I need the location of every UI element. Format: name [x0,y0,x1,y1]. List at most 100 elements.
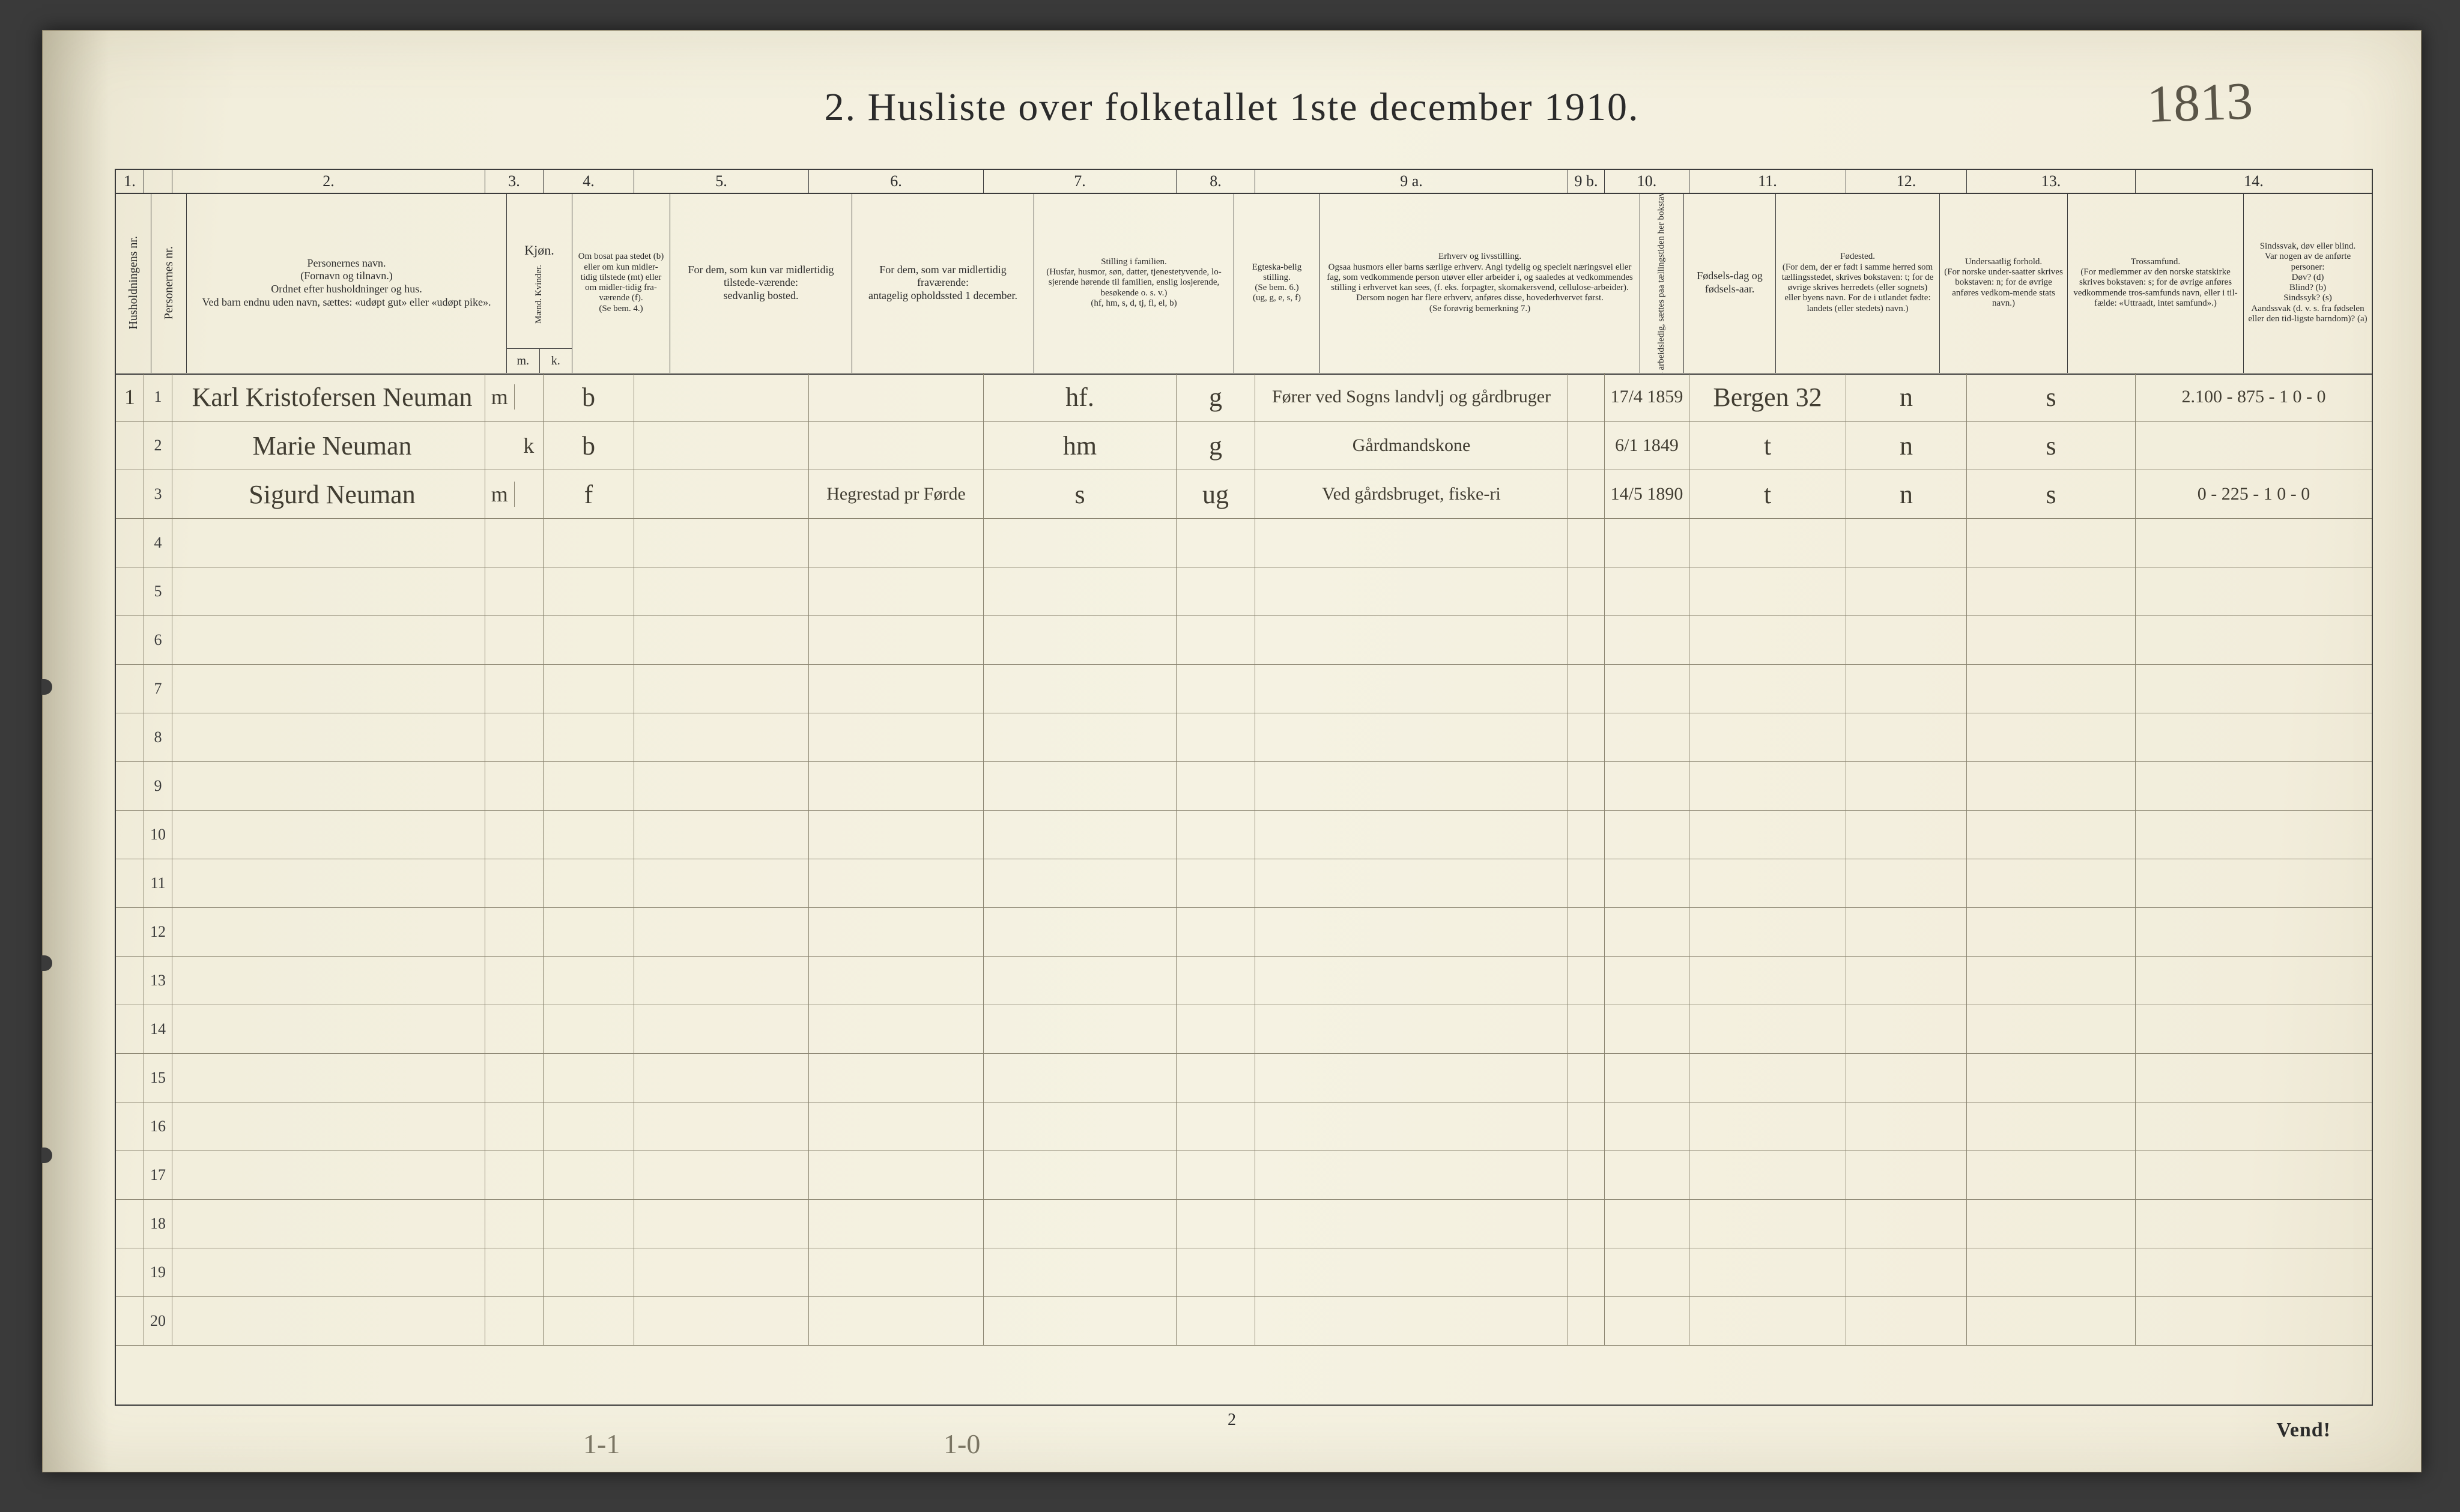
handwritten-annotation: 1813 [2146,71,2253,135]
cell: 15 [144,1054,172,1102]
cell [1605,1102,1689,1151]
cell [172,1200,485,1248]
cell [1177,811,1255,859]
cell [984,1297,1177,1345]
col-header-birthplace: Fødested. (For dem, der er født i samme … [1776,193,1940,373]
cell [116,859,144,907]
cell [1967,859,2136,907]
cell [2136,1248,2372,1296]
colnum: 12. [1846,170,1967,193]
cell [1177,1151,1255,1199]
cell [2136,567,2372,615]
cell [984,713,1177,761]
cell [1605,762,1689,810]
cell: 19 [144,1248,172,1296]
cell [984,1248,1177,1296]
cell [485,1005,544,1053]
cell [1605,1151,1689,1199]
cell [1846,1151,1967,1199]
cell [544,957,634,1005]
cell [1689,762,1846,810]
cell [1177,1200,1255,1248]
cell [116,762,144,810]
col-header-person-no: Personernes nr. [151,193,187,373]
cell [116,1054,144,1102]
cell [1255,665,1568,713]
cell [1846,1054,1967,1102]
cell: Hegrestad pr Førde [809,470,984,518]
cell [1846,519,1967,567]
cell [1255,616,1568,664]
table-row: 11 [116,859,2372,908]
colnum: 1. [116,170,144,193]
cell [1255,519,1568,567]
cell [1605,1054,1689,1102]
table-row: 14 [116,1005,2372,1054]
cell [544,1005,634,1053]
cell [634,519,809,567]
col-header-residence-status: Om bosat paa stedet (b) eller om kun mid… [572,193,670,373]
cell [1177,957,1255,1005]
page-number: 2 [43,1411,2421,1430]
cell [1689,1297,1846,1345]
cell: 2.100 - 875 - 1 0 - 0 [2136,373,2372,421]
cell [809,567,984,615]
cell: 4 [144,519,172,567]
cell [1846,1102,1967,1151]
cell: 12 [144,908,172,956]
cell [1568,1200,1605,1248]
col-header-sex-m: m. [507,349,540,373]
cell [984,1200,1177,1248]
cell [116,567,144,615]
cell: t [1689,470,1846,518]
cell: n [1846,470,1967,518]
cell [172,1248,485,1296]
cell: Karl Kristofersen Neuman [172,373,485,421]
cell [1846,665,1967,713]
cell [2136,422,2372,470]
cell [1255,1248,1568,1296]
cell [1967,957,2136,1005]
cell [809,1297,984,1345]
cell [2136,713,2372,761]
table-row: 20 [116,1297,2372,1346]
cell [1689,1151,1846,1199]
colnum: 13. [1967,170,2136,193]
cell [544,567,634,615]
cell [116,1151,144,1199]
cell [544,1054,634,1102]
cell [1605,519,1689,567]
cell [2136,616,2372,664]
cell: 6 [144,616,172,664]
cell [1605,811,1689,859]
cell [2136,665,2372,713]
cell: Bergen 32 [1689,373,1846,421]
cell [544,1248,634,1296]
cell [1846,1005,1967,1053]
cell [634,859,809,907]
table-row: 6 [116,616,2372,665]
cell [172,1151,485,1199]
cell [1967,1200,2136,1248]
cell [1689,1102,1846,1151]
cell [1568,1297,1605,1345]
table-row: 9 [116,762,2372,811]
cell [1846,1200,1967,1248]
cell: 16 [144,1102,172,1151]
cell: b [544,422,634,470]
cell [1689,1054,1846,1102]
cell [485,762,544,810]
cell [1255,1005,1568,1053]
cell [485,567,544,615]
cell [1568,519,1605,567]
cell [2136,1151,2372,1199]
cell [172,1054,485,1102]
cell [1255,859,1568,907]
cell-sex: m [485,470,544,518]
cell [116,1005,144,1053]
cell [984,957,1177,1005]
cell: s [984,470,1177,518]
cell [544,762,634,810]
cell [1846,713,1967,761]
colnum: 8. [1177,170,1255,193]
